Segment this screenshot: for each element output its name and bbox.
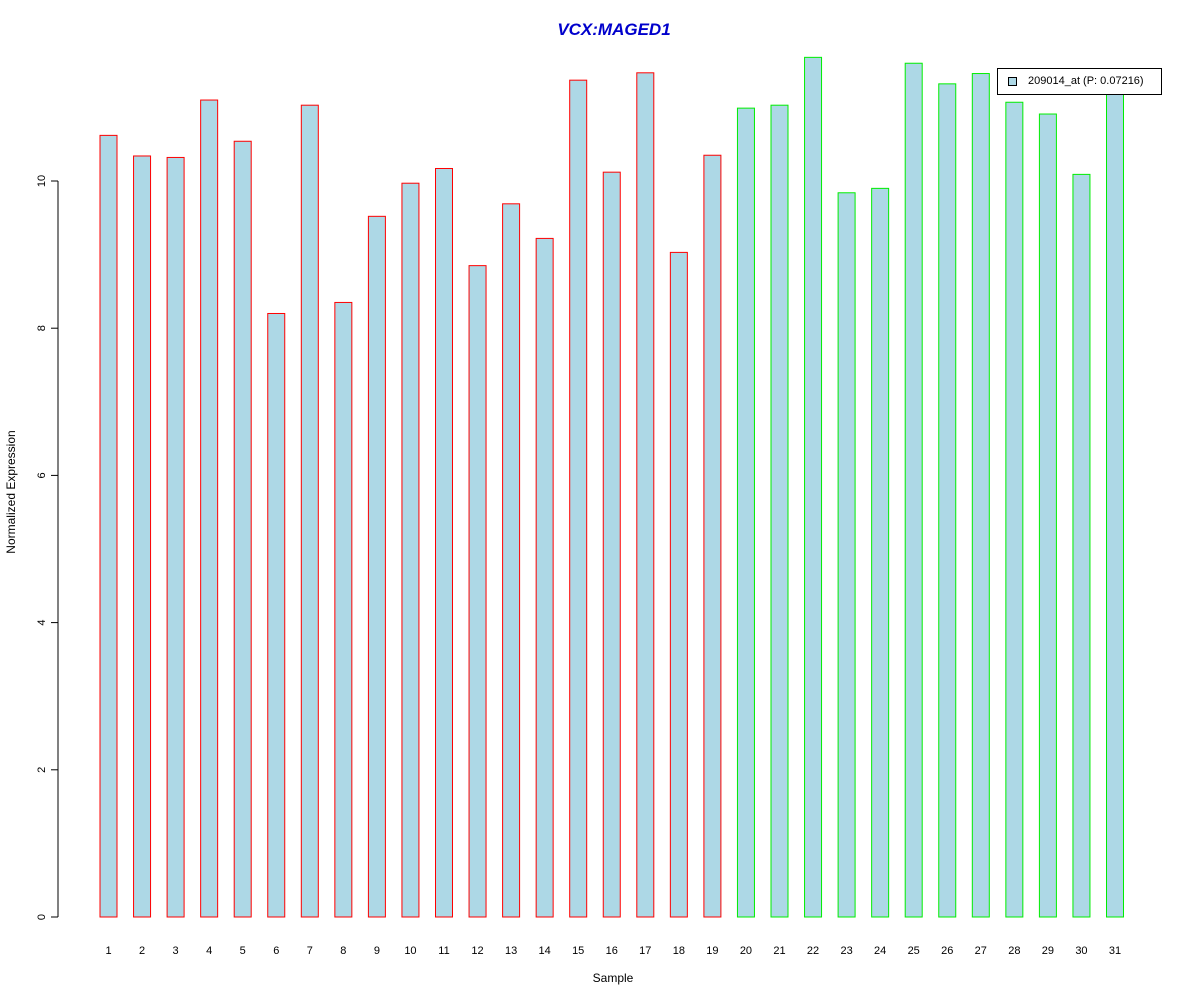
bar [468, 265, 487, 918]
bar [736, 107, 755, 918]
legend-entry-label: 209014_at (P: 0.07216) [1028, 75, 1144, 87]
bar [435, 167, 453, 918]
bar [669, 251, 688, 918]
x-tick-label: 22 [807, 945, 819, 957]
x-tick-label: 27 [975, 945, 987, 957]
y-tick-label: 6 [36, 472, 48, 478]
y-tick-label: 8 [36, 325, 48, 331]
bar [871, 187, 890, 918]
x-tick-label: 2 [139, 945, 145, 957]
bar [535, 237, 554, 918]
x-tick-label: 19 [706, 945, 718, 957]
bar [1106, 92, 1124, 918]
bar [1038, 113, 1057, 918]
x-tick-label: 6 [273, 945, 279, 957]
x-tick-label: 21 [773, 945, 785, 957]
bar [267, 312, 286, 918]
x-tick-label: 26 [941, 945, 953, 957]
x-tick-label: 15 [572, 945, 584, 957]
y-axis-label: Normalized Expression [4, 430, 18, 554]
x-tick-label: 25 [908, 945, 920, 957]
x-tick-label: 7 [307, 945, 313, 957]
x-tick-label: 4 [206, 945, 212, 957]
legend-swatch [1008, 77, 1017, 86]
x-tick-label: 16 [606, 945, 618, 957]
x-tick-label: 23 [840, 945, 852, 957]
x-tick-label: 10 [404, 945, 416, 957]
bar [166, 156, 185, 918]
x-tick-label: 5 [240, 945, 246, 957]
x-tick-label: 18 [673, 945, 685, 957]
x-tick-label: 1 [105, 945, 111, 957]
bar [904, 62, 923, 918]
y-tick-label: 0 [36, 914, 48, 920]
chart-title: VCX:MAGED1 [557, 20, 671, 39]
bar [636, 72, 655, 918]
y-tick-label: 10 [36, 175, 48, 187]
bar [367, 215, 386, 918]
bar [1005, 101, 1024, 918]
x-tick-label: 28 [1008, 945, 1020, 957]
bar [401, 182, 420, 918]
bar [837, 192, 856, 918]
x-tick-label: 31 [1109, 945, 1121, 957]
x-tick-label: 9 [374, 945, 380, 957]
bar [1072, 173, 1091, 918]
bar [971, 73, 990, 918]
bar [804, 56, 823, 918]
x-tick-label: 29 [1042, 945, 1054, 957]
x-axis-label: Sample [592, 971, 634, 985]
bar [569, 79, 588, 918]
bar [133, 155, 152, 918]
x-tick-label: 14 [539, 945, 551, 957]
bar [770, 104, 789, 918]
bar [99, 134, 118, 918]
x-tick-label: 20 [740, 945, 752, 957]
bar [938, 83, 957, 918]
bar [502, 203, 521, 918]
x-tick-label: 30 [1075, 945, 1087, 957]
bar [334, 301, 353, 918]
x-tick-label: 3 [173, 945, 179, 957]
x-tick-label: 17 [639, 945, 651, 957]
bar [602, 171, 621, 918]
y-tick-label: 2 [36, 767, 48, 773]
legend: 209014_at (P: 0.07216) [997, 68, 1162, 95]
y-tick-label: 4 [36, 620, 48, 626]
bar [300, 104, 319, 918]
x-tick-label: 12 [471, 945, 483, 957]
x-tick-label: 11 [438, 945, 449, 957]
bar [233, 140, 252, 918]
x-tick-label: 13 [505, 945, 517, 957]
x-tick-label: 24 [874, 945, 886, 957]
bar [200, 99, 219, 918]
x-tick-label: 8 [340, 945, 346, 957]
bar [703, 154, 722, 918]
